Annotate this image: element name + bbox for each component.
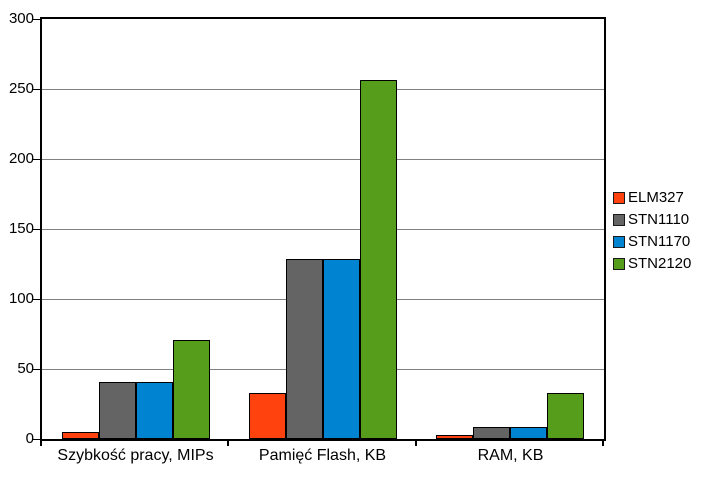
y-tick-label-300: 300	[8, 10, 34, 27]
bar-STN2120-2	[360, 80, 397, 439]
y-tick-label-150: 150	[8, 220, 34, 237]
gridline-200	[42, 159, 604, 160]
legend-swatch-icon	[613, 258, 625, 270]
legend-label: STN1110	[628, 211, 690, 228]
legend-item-STN1170: STN1170	[613, 231, 691, 253]
bar-STN1110-2	[286, 259, 323, 439]
legend-swatch-icon	[613, 236, 625, 248]
bar-STN2120-1	[173, 340, 210, 439]
category-label-2: Pamięć Flash, KB	[258, 447, 387, 464]
category-label-3: RAM, KB	[477, 447, 544, 464]
legend-item-ELM327: ELM327	[613, 187, 691, 209]
bar-STN1170-2	[323, 259, 360, 439]
legend-label: STN1170	[628, 233, 691, 250]
y-tick-label-50: 50	[17, 360, 34, 377]
bar-STN1110-1	[99, 382, 136, 439]
bar-STN1170-3	[510, 427, 547, 439]
bar-ELM327-3	[436, 435, 473, 439]
y-tick-mark-100	[33, 299, 42, 300]
gridline-250	[42, 89, 604, 90]
legend-item-STN2120: STN2120	[613, 253, 691, 275]
bar-ELM327-2	[249, 393, 286, 439]
y-tick-label-0: 0	[25, 430, 34, 447]
x-tick-mark-0	[40, 439, 42, 446]
y-tick-label-250: 250	[8, 80, 34, 97]
bar-ELM327-1	[62, 432, 99, 439]
bar-STN1170-1	[136, 382, 173, 439]
y-tick-mark-150	[33, 229, 42, 230]
gridline-150	[42, 229, 604, 230]
legend: ELM327 STN1110 STN1170 STN2120	[613, 187, 691, 275]
y-tick-mark-200	[33, 159, 42, 160]
legend-label: ELM327	[628, 189, 684, 206]
bar-STN2120-3	[547, 393, 584, 439]
y-tick-mark-300	[33, 19, 42, 20]
y-tick-mark-250	[33, 89, 42, 90]
bar-STN1110-3	[473, 427, 510, 439]
category-label-1: Szybkość pracy, MIPs	[57, 447, 214, 464]
legend-label: STN2120	[628, 255, 692, 272]
y-tick-mark-50	[33, 369, 42, 370]
x-tick-mark-2	[415, 439, 417, 446]
legend-item-STN1110: STN1110	[613, 209, 691, 231]
x-tick-mark-3	[602, 439, 604, 446]
x-tick-mark-1	[227, 439, 229, 446]
y-tick-label-100: 100	[8, 290, 34, 307]
y-tick-label-200: 200	[8, 150, 34, 167]
legend-swatch-icon	[613, 192, 625, 204]
legend-swatch-icon	[613, 214, 625, 226]
y-tick-mark-0	[33, 439, 42, 440]
